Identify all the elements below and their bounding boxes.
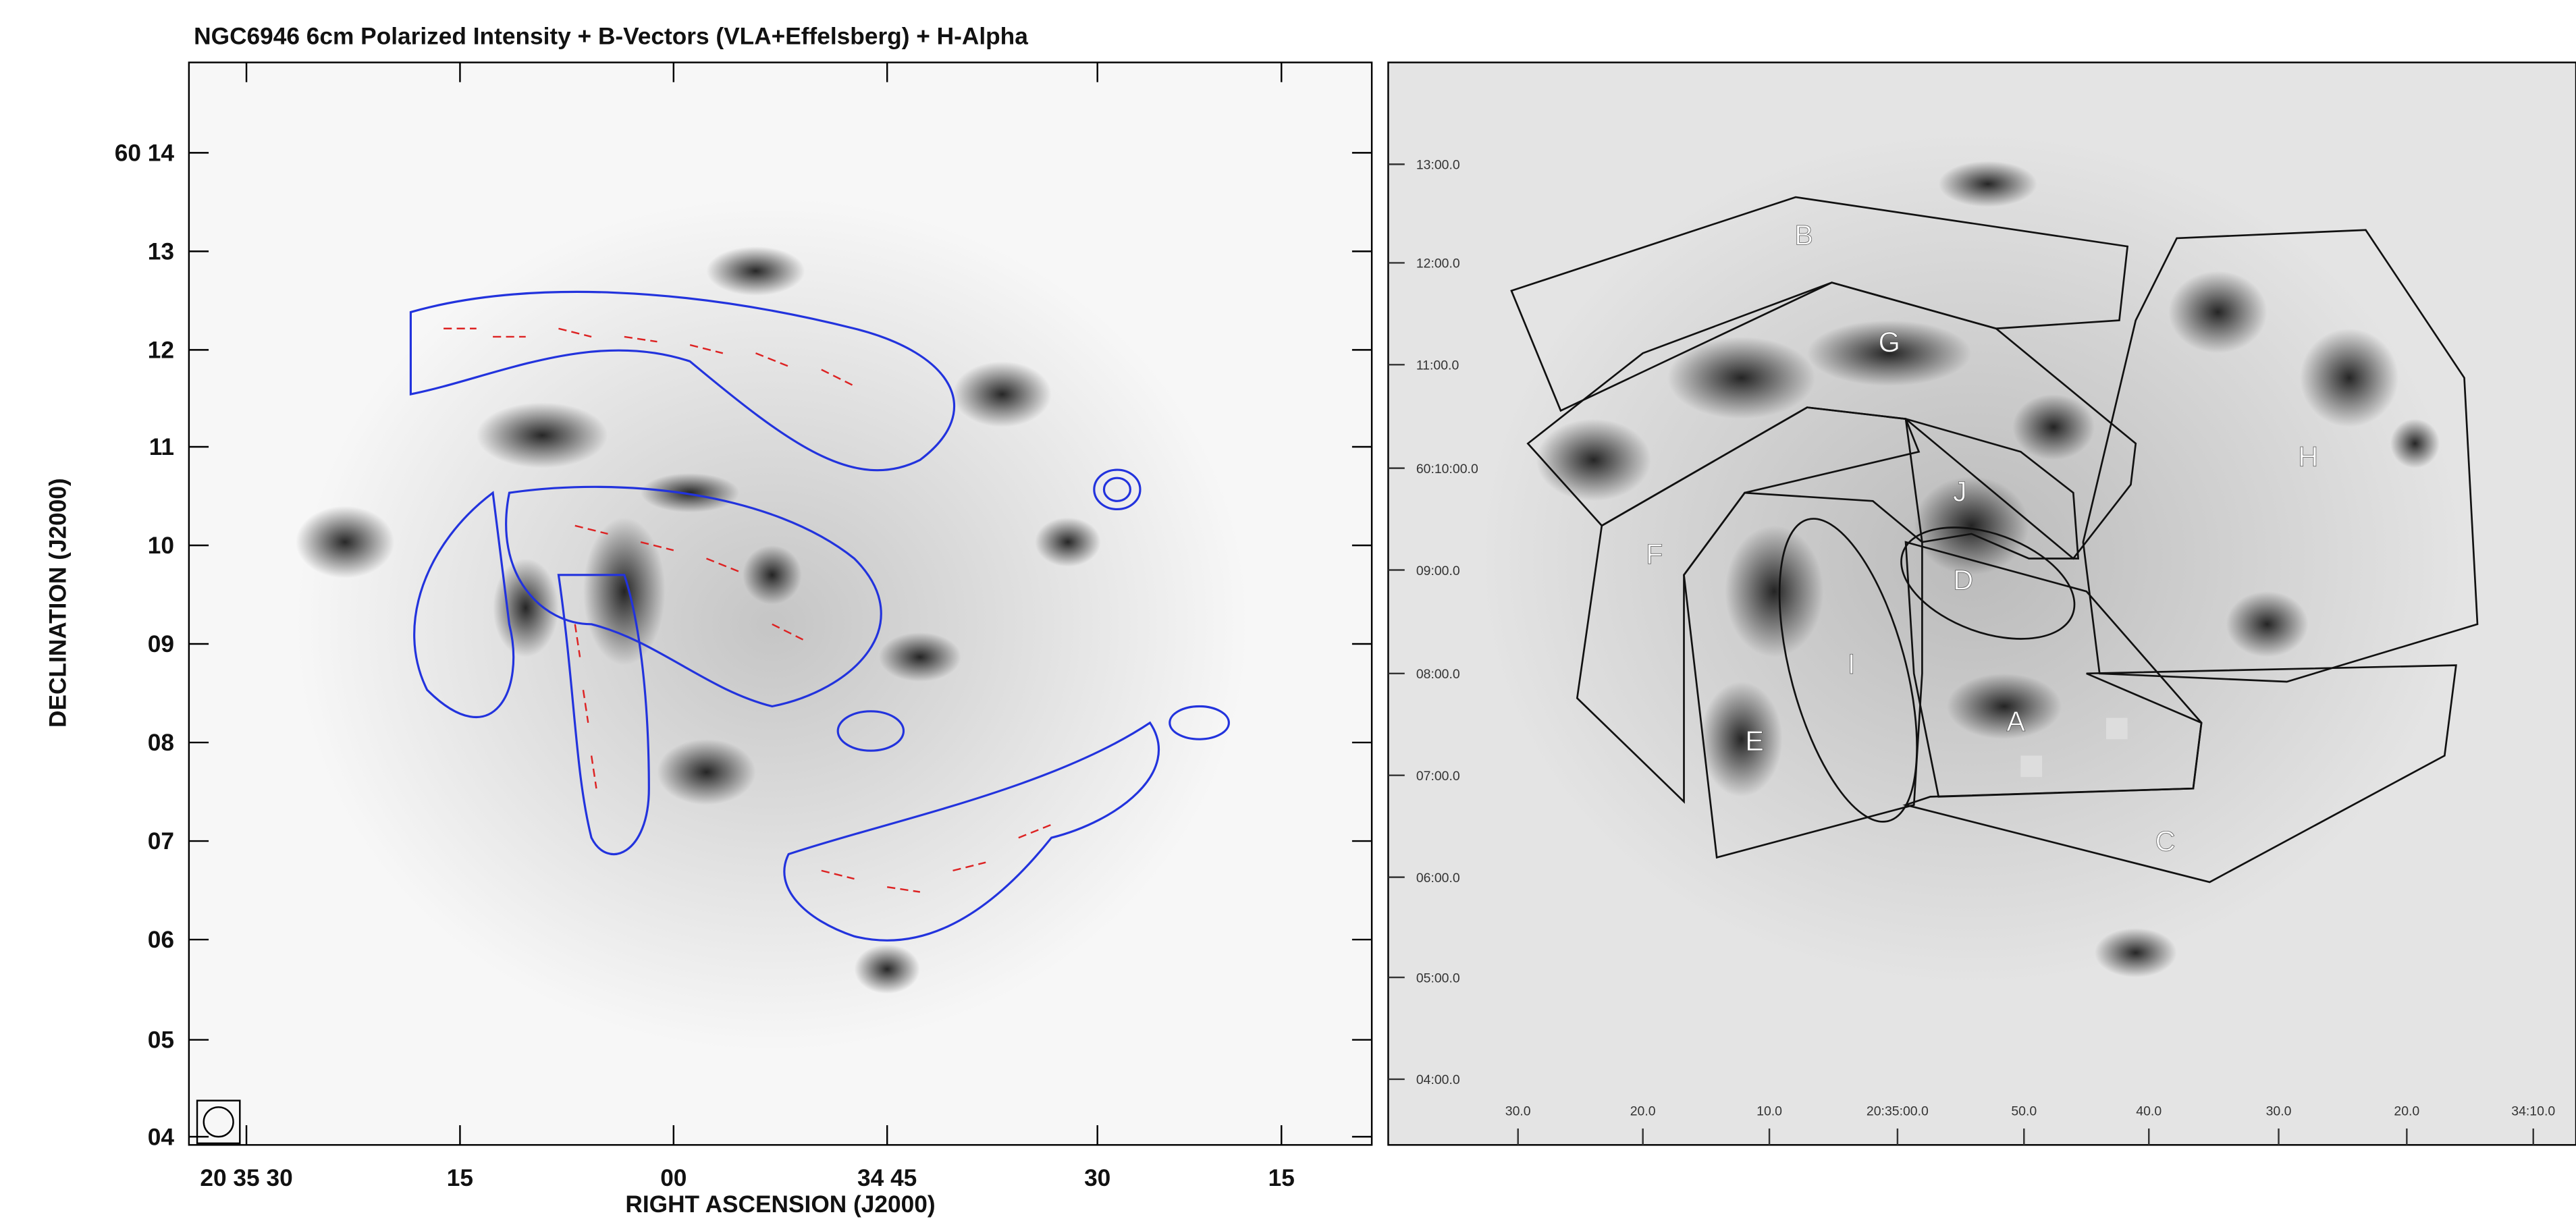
y-tick-label: 05 [148, 1027, 174, 1054]
region-label: C [2155, 826, 2176, 857]
x-tick-label: 15 [1268, 1165, 1295, 1191]
y-tick-label: 11:00.0 [1416, 358, 1459, 373]
y-tick-label: 08:00.0 [1416, 667, 1460, 682]
x-tick-label: 10.0 [1756, 1104, 1782, 1118]
x-tick-label: 30.0 [1505, 1104, 1531, 1118]
y-tick-label: 09 [148, 631, 174, 657]
region-label: E [1745, 726, 1764, 757]
region-label: H [2298, 441, 2318, 472]
page: {"left_panel":{"title":"NGC6946 6cm Pola… [0, 0, 2576, 1221]
y-tick-label: 60:10:00.0 [1416, 462, 1478, 477]
x-axis-label: RIGHT ASCENSION (J2000) [625, 1191, 935, 1218]
right-image [1388, 63, 2576, 1145]
region-label: G [1879, 327, 1900, 358]
x-tick-label: 30 [1084, 1165, 1110, 1191]
y-tick-label: 04:00.0 [1416, 1073, 1460, 1087]
left-image [189, 63, 1372, 1145]
x-tick-label: 15 [447, 1165, 473, 1191]
y-tick-label: 13 [148, 239, 174, 265]
region-label: D [1953, 565, 1973, 596]
y-tick-label: 06 [148, 927, 174, 953]
y-tick-label: 12:00.0 [1416, 256, 1460, 271]
x-tick-label: 20:35:00.0 [1867, 1104, 1929, 1118]
y-tick-label: 07:00.0 [1416, 769, 1460, 784]
region-label: B [1794, 220, 1813, 251]
y-tick-label: 10 [148, 533, 174, 559]
slide: NGC6946 6cm Polarized Intensity + B-Vect… [0, 0, 2576, 1221]
y-tick-label: 11 [149, 434, 174, 460]
region-label: A [2006, 706, 2025, 737]
x-tick-label: 20 35 30 [200, 1165, 292, 1191]
y-tick-label: 12 [148, 337, 174, 364]
y-tick-label: 06:00.0 [1416, 871, 1460, 886]
x-tick-label: 34 45 [857, 1165, 917, 1191]
y-tick-label: 60 14 [115, 140, 175, 167]
left-title: NGC6946 6cm Polarized Intensity + B-Vect… [194, 24, 1028, 50]
y-tick-label: 07 [148, 828, 174, 854]
y-axis-label: DECLINATION (J2000) [45, 478, 71, 728]
x-tick-label: 30.0 [2266, 1104, 2292, 1118]
y-tick-label: 09:00.0 [1416, 564, 1460, 578]
y-tick-label: 04 [148, 1124, 175, 1150]
y-tick-label: 13:00.0 [1416, 158, 1460, 173]
x-tick-label: 20.0 [2394, 1104, 2419, 1118]
y-tick-label: 08 [148, 730, 174, 756]
x-tick-label: 00 [660, 1165, 687, 1191]
region-label: I [1848, 649, 1856, 680]
x-tick-label: 20.0 [1630, 1104, 1656, 1118]
x-tick-label: 34:10.0 [2511, 1104, 2555, 1118]
x-tick-label: 40.0 [2136, 1104, 2162, 1118]
x-tick-label: 50.0 [2011, 1104, 2037, 1118]
region-label: J [1953, 476, 1967, 507]
region-label: F [1646, 539, 1663, 570]
y-tick-label: 05:00.0 [1416, 971, 1460, 985]
